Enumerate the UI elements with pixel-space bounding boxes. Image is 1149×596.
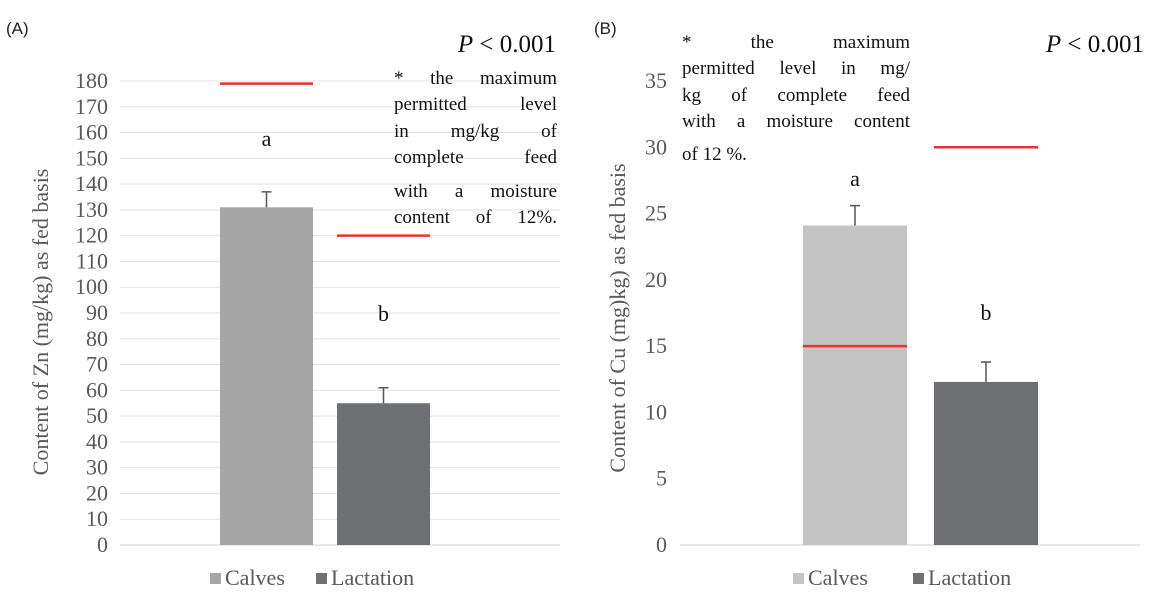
panel-b-note-line-4: with a moisture content xyxy=(682,111,911,132)
panel-b-legend-swatch xyxy=(913,573,924,584)
panel-b-y-tick-label: 5 xyxy=(656,466,667,491)
panel-a-p-rest: < 0.001 xyxy=(473,31,556,58)
panel-b-y-tick-label: 10 xyxy=(645,399,667,424)
panel-a-y-tick-label: 130 xyxy=(75,197,108,222)
panel-a-y-tick-label: 140 xyxy=(75,171,108,196)
panel-a-note-line-5: with a moisture xyxy=(394,181,557,202)
panel-a-zn-chart: (A) 010203040506070809010011012013014015… xyxy=(6,19,560,590)
panel-a-legend-swatch xyxy=(210,573,221,584)
panel-b-y-tick-label: 25 xyxy=(645,201,667,226)
panel-a-significance-letter: b xyxy=(378,301,389,326)
panel-b-p-symbol: P xyxy=(1045,31,1061,58)
panel-a-y-tick-label: 160 xyxy=(75,120,108,145)
panel-a-legend-swatch xyxy=(316,573,327,584)
panel-a-y-tick-label: 40 xyxy=(86,429,108,454)
panel-a-legend-label: Lactation xyxy=(331,565,414,590)
panel-a-p-symbol: P xyxy=(457,31,473,58)
panel-b-y-tick-label: 0 xyxy=(656,532,667,557)
panel-a-y-tick-label: 10 xyxy=(86,506,108,531)
panel-b-y-tick-label: 15 xyxy=(645,333,667,358)
panel-b-note-line-3: kg of complete feed xyxy=(682,85,911,106)
panel-a-label: (A) xyxy=(6,19,29,38)
panel-a-y-ticks: 0102030405060708090100110120130140150160… xyxy=(75,68,108,557)
panel-a-note-line-2: permitted level xyxy=(394,94,557,115)
panel-a-bar-lactation xyxy=(337,403,430,545)
panel-a-y-tick-label: 150 xyxy=(75,145,108,170)
panel-a-y-tick-label: 30 xyxy=(86,455,108,480)
panel-a-y-tick-label: 100 xyxy=(75,274,108,299)
panel-a-y-tick-label: 90 xyxy=(86,300,108,325)
panel-b-legend-label: Calves xyxy=(808,565,868,590)
panel-b-note: * the maximum permitted level in mg/ kg … xyxy=(682,32,911,165)
panel-b-legend-label: Lactation xyxy=(928,565,1011,590)
panel-a-y-tick-label: 50 xyxy=(86,403,108,428)
panel-a-y-axis-label: Content of Zn (mg/kg) as fed basis xyxy=(28,169,53,476)
panel-b-legend: Calves Lactation xyxy=(793,565,1011,590)
panel-a-note-line-1: * the maximum xyxy=(394,68,557,89)
panel-b-bars: ab xyxy=(803,146,1038,545)
panel-a-y-tick-label: 170 xyxy=(75,94,108,119)
panel-b-note-line-1: * the maximum xyxy=(682,32,910,53)
panel-a-bar-calves xyxy=(220,207,313,546)
panel-a-y-tick-label: 0 xyxy=(97,532,108,557)
panel-a-y-tick-label: 110 xyxy=(76,248,108,273)
panel-a-note-line-4: complete feed xyxy=(394,147,557,168)
panel-a-legend-label: Calves xyxy=(225,565,285,590)
panel-b-legend-swatch xyxy=(793,573,804,584)
panel-b-p-value: P < 0.001 xyxy=(1045,31,1144,58)
panel-a-p-value: P < 0.001 xyxy=(457,31,556,58)
panel-b-p-rest: < 0.001 xyxy=(1061,31,1144,58)
panel-b-y-tick-label: 35 xyxy=(645,68,667,93)
panel-b-cu-chart: (B) 0 5 10 15 20 25 30 35 Content of Cu (mg)kg)… xyxy=(594,19,1144,590)
panel-b-bar-lactation xyxy=(934,381,1038,545)
panel-b-y-tick-label: 20 xyxy=(645,267,667,292)
panel-b-y-tick-label: 30 xyxy=(645,134,667,159)
panel-b-significance-letter: b xyxy=(981,300,992,325)
panel-a-note-line-3: in mg/kg of xyxy=(394,121,558,142)
panel-b-label: (B) xyxy=(594,19,617,38)
panel-a-y-tick-label: 120 xyxy=(75,223,108,248)
panel-b-note-line-2: permitted level in mg/ xyxy=(682,58,911,79)
panel-b-bar-calves xyxy=(803,225,907,545)
panel-b-y-axis-label: Content of Cu (mg)kg) as fed basis xyxy=(605,163,630,472)
panel-a-significance-letter: a xyxy=(262,126,272,151)
panel-b-note-line-5: of 12 %. xyxy=(682,144,747,165)
panel-a-note-line-6: content of 12%. xyxy=(394,207,557,228)
panel-b-significance-letter: a xyxy=(850,166,860,191)
panel-a-y-tick-label: 70 xyxy=(86,352,108,377)
panel-a-bars: ab xyxy=(220,82,430,546)
panel-b-y-ticks: 0 5 10 15 20 25 30 35 xyxy=(645,68,667,557)
panel-a-legend: Calves Lactation xyxy=(210,565,414,590)
panel-a-y-tick-label: 60 xyxy=(86,377,108,402)
panel-a-y-tick-label: 180 xyxy=(75,68,108,93)
panel-a-y-tick-label: 20 xyxy=(86,480,108,505)
panel-a-y-tick-label: 80 xyxy=(86,326,108,351)
panel-a-note: * the maximum permitted level in mg/kg o… xyxy=(394,68,558,228)
